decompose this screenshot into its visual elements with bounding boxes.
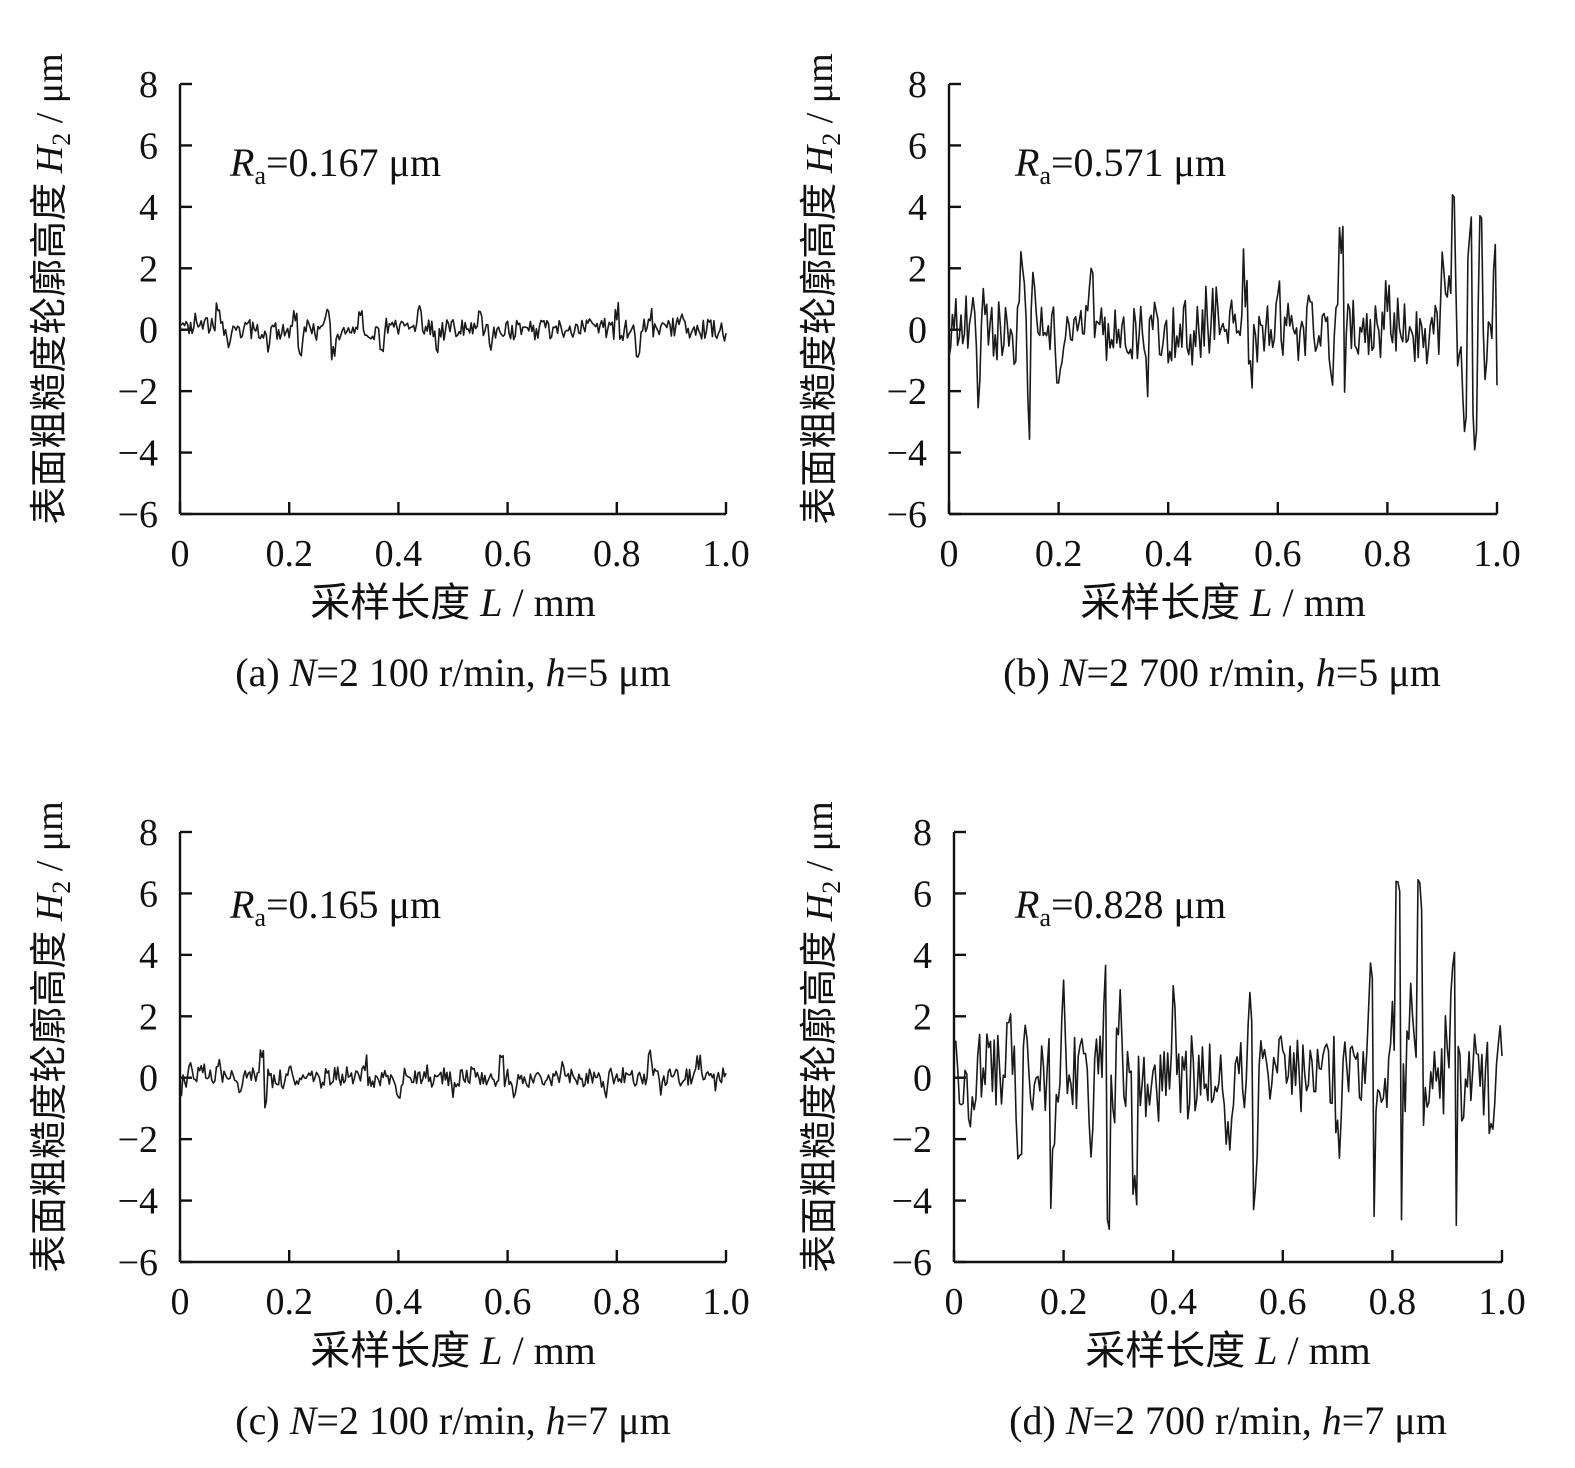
x-tick-label: 1.0	[1473, 533, 1521, 575]
y-axis-label: 表面粗糙度轮廓高度 H2 / μm	[799, 53, 846, 524]
panel-caption: (b) N=2 700 r/min, h=5 μm	[1003, 650, 1441, 695]
x-tick-label: 0.6	[484, 1281, 532, 1323]
panel-d: 8 6 4 2 0 −2 −4 −6 0 0.2 0.4 0.6 0.8 1.0 Ra=0.828 μm 采样…	[799, 801, 1526, 1443]
y-tick-label: 2	[139, 996, 158, 1038]
x-tick-label: 0.8	[593, 1281, 641, 1323]
x-tick-label: 0.8	[593, 533, 641, 575]
x-tick-label: 0.2	[265, 533, 313, 575]
profile-line	[179, 301, 727, 361]
y-tick-label: 4	[908, 187, 927, 229]
x-tick-label: 0.6	[1259, 1281, 1307, 1323]
y-tick-label: 8	[139, 812, 158, 854]
y-tick-label: −2	[118, 1119, 158, 1161]
ra-annotation: Ra=0.165 μm	[229, 882, 441, 932]
x-axis-label: 采样长度 L / mm	[1080, 580, 1366, 625]
x-tick-label: 1.0	[702, 1281, 750, 1323]
x-tick-label: 1.0	[702, 533, 750, 575]
y-axis-label: 表面粗糙度轮廓高度 H2 / μm	[29, 801, 76, 1272]
profile-line	[179, 1049, 727, 1109]
x-tick-label: 0.8	[1369, 1281, 1417, 1323]
y-tick-label: −6	[892, 1242, 932, 1284]
y-tick-label: −4	[887, 433, 927, 475]
y-tick-label: 6	[139, 125, 158, 167]
panel-c: 8 6 4 2 0 −2 −4 −6 0 0.2 0.4 0.6 0.8 1.0 Ra=0.165 μm 采样…	[29, 801, 750, 1443]
x-tick-label: 0	[171, 1281, 190, 1323]
ra-annotation: Ra=0.828 μm	[1014, 882, 1226, 932]
y-tick-label: 6	[913, 873, 932, 915]
panel-b: 8 6 4 2 0 −2 −4 −6 0 0.2 0.4 0.6 0.8 1.0 Ra=0.571 μm 采样…	[799, 53, 1521, 695]
ra-annotation: Ra=0.571 μm	[1014, 140, 1226, 190]
x-tick-label: 0	[171, 533, 190, 575]
x-tick-label: 0.4	[1149, 1281, 1197, 1323]
x-axis-label: 采样长度 L / mm	[1085, 1328, 1371, 1373]
x-tick-label: 0.4	[375, 1281, 423, 1323]
profile-line	[953, 879, 1503, 1230]
y-tick-label: 2	[913, 996, 932, 1038]
x-tick-label: 0.4	[1144, 533, 1192, 575]
panel-caption: (a) N=2 100 r/min, h=5 μm	[235, 650, 670, 695]
y-tick-label: 0	[908, 310, 927, 352]
x-tick-label: 0	[945, 1281, 964, 1323]
y-tick-label: 6	[908, 125, 927, 167]
y-tick-label: 0	[139, 1058, 158, 1100]
y-tick-label: −2	[118, 371, 158, 413]
y-tick-label: −6	[118, 494, 158, 536]
y-tick-label: 6	[139, 873, 158, 915]
y-tick-label: −2	[892, 1119, 932, 1161]
ra-annotation: Ra=0.167 μm	[229, 140, 441, 190]
y-tick-label: −2	[887, 371, 927, 413]
x-tick-label: 0.4	[375, 533, 423, 575]
y-tick-label: 8	[908, 64, 927, 106]
x-tick-label: 0.6	[484, 533, 532, 575]
y-tick-label: 8	[913, 812, 932, 854]
panel-caption: (d) N=2 700 r/min, h=7 μm	[1009, 1398, 1447, 1443]
x-tick-label: 0.2	[1035, 533, 1083, 575]
x-axis-label: 采样长度 L / mm	[310, 580, 596, 625]
y-tick-label: −4	[892, 1181, 932, 1223]
panel-caption: (c) N=2 100 r/min, h=7 μm	[235, 1398, 670, 1443]
x-tick-label: 0.2	[265, 1281, 313, 1323]
x-tick-label: 0.8	[1364, 533, 1412, 575]
profile-line	[948, 194, 1498, 451]
y-tick-label: 0	[139, 310, 158, 352]
y-axis-label: 表面粗糙度轮廓高度 H2 / μm	[799, 801, 846, 1272]
y-tick-label: 2	[139, 248, 158, 290]
y-tick-label: −4	[118, 433, 158, 475]
y-tick-label: 4	[139, 187, 158, 229]
x-axis-label: 采样长度 L / mm	[310, 1328, 596, 1373]
y-tick-label: −6	[887, 494, 927, 536]
y-tick-label: 8	[139, 64, 158, 106]
y-tick-label: 4	[139, 935, 158, 977]
x-tick-label: 0.6	[1254, 533, 1302, 575]
x-tick-label: 0	[940, 533, 959, 575]
x-tick-label: 0.2	[1040, 1281, 1088, 1323]
y-tick-label: 4	[913, 935, 932, 977]
panel-a: 8 6 4 2 0 −2 −4 −6 0 0.2 0.4 0.6 0.8 1.0 Ra=0.167 μm 采样…	[29, 53, 750, 695]
y-tick-label: −4	[118, 1181, 158, 1223]
y-tick-label: 0	[913, 1058, 932, 1100]
x-tick-label: 1.0	[1478, 1281, 1526, 1323]
y-axis-label: 表面粗糙度轮廓高度 H2 / μm	[29, 53, 76, 524]
y-tick-label: 2	[908, 248, 927, 290]
y-tick-label: −6	[118, 1242, 158, 1284]
